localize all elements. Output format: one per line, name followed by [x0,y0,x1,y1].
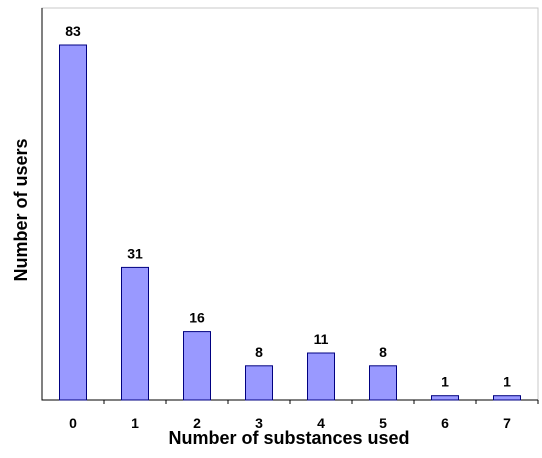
x-axis-title: Number of substances used [168,428,409,448]
data-label-6: 1 [441,374,449,390]
bar-1 [121,266,149,401]
x-tick-label-2: 2 [193,415,201,431]
x-tick-label-7: 7 [503,415,511,431]
bars-group [59,44,521,401]
data-label-0: 83 [65,23,81,39]
data-label-2: 16 [189,310,205,326]
plot-border [41,7,539,401]
data-label-3: 8 [255,344,263,360]
bar-0 [59,44,87,401]
bar-4 [307,352,335,401]
data-label-7: 1 [503,374,511,390]
x-tick-label-4: 4 [317,415,325,431]
data-label-1: 31 [127,245,143,261]
bar-6 [431,395,459,401]
axis-lines [41,8,538,401]
y-axis-title: Number of users [11,138,31,281]
bar-5 [369,365,397,401]
x-tick-label-3: 3 [255,415,263,431]
bar-7 [493,395,521,401]
data-label-5: 8 [379,344,387,360]
bar-2 [183,331,211,401]
x-tick-label-0: 0 [69,415,77,431]
plot-area [41,7,539,401]
x-tick-labels-group: 0 1 2 3 4 5 6 7 [69,400,539,431]
data-label-4: 11 [314,331,329,347]
x-tick-label-6: 6 [441,415,449,431]
x-tick-label-1: 1 [131,415,139,431]
x-tick-label-5: 5 [379,415,387,431]
bar-3 [245,365,273,401]
